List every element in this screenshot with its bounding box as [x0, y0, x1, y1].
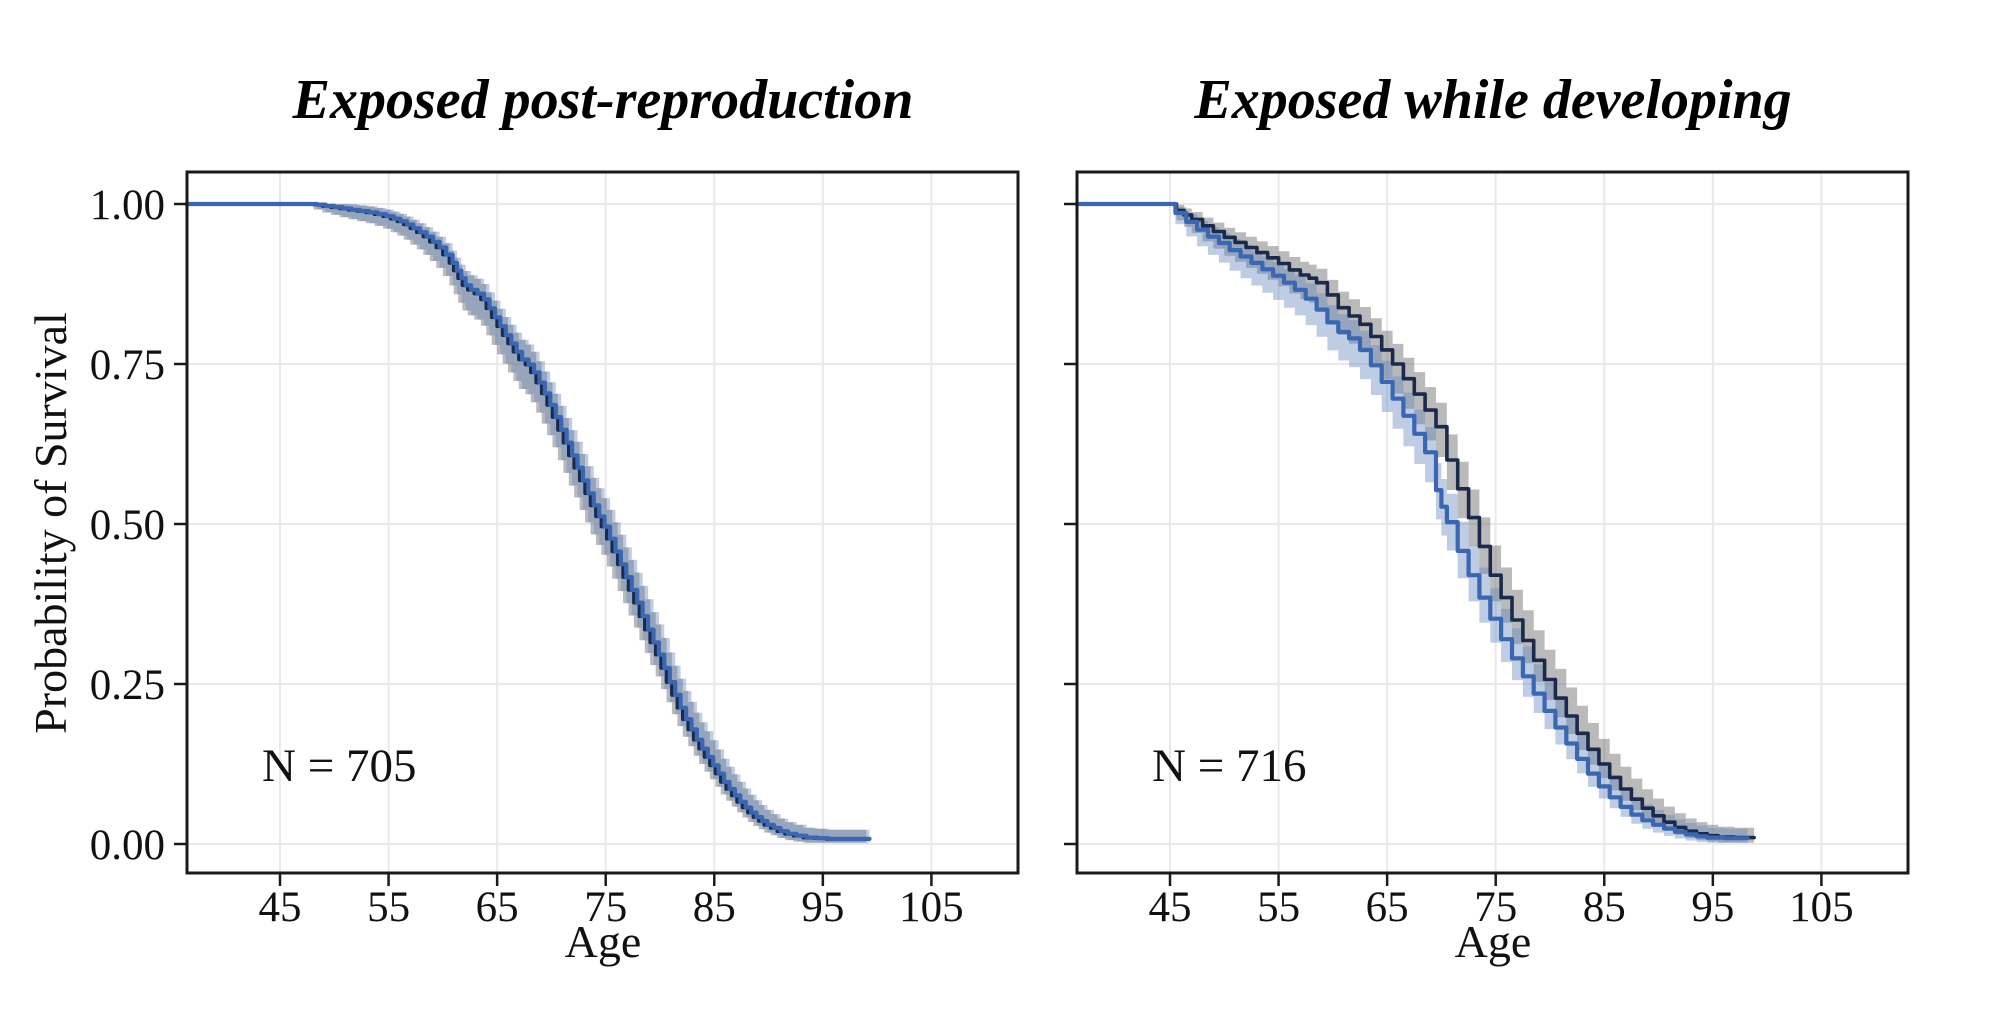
x-tick-label: 45: [259, 884, 302, 931]
blue-curve: [1074, 201, 1750, 841]
panel-border: [1075, 170, 1910, 875]
panel-exposed-post-reproduction: 45 55 65 75 85 95 105 1.00 0.75 0.50 0.25 0.00: [90, 170, 1020, 931]
y-axis-label: Probability of Survival: [25, 312, 76, 734]
sample-size-label-left: N = 705: [262, 740, 416, 792]
y-tick-label: 1.00: [90, 182, 165, 229]
x-tick-label: 55: [1257, 884, 1300, 931]
x-tick-label: 55: [367, 884, 410, 931]
gridlines: [1077, 172, 1908, 873]
x-tick-label: 105: [899, 884, 964, 931]
x-tick-label: 65: [1366, 884, 1409, 931]
panel-title-right: Exposed while developing: [1193, 69, 1791, 131]
x-tick-label: 65: [476, 884, 519, 931]
y-tick-label: 0.25: [90, 662, 165, 709]
x-tick-label: 95: [801, 884, 844, 931]
navy-curve: [1074, 202, 1756, 840]
x-tick-label: 75: [584, 884, 627, 931]
y-tick-label: 0.75: [90, 342, 165, 389]
y-tick-label: 0.00: [90, 822, 165, 869]
x-tick-label: 85: [1583, 884, 1626, 931]
x-tick-label: 85: [693, 884, 736, 931]
sample-size-label-right: N = 716: [1152, 740, 1306, 792]
blue-curve: [184, 201, 872, 841]
x-axis-label-right: Age: [1455, 916, 1532, 967]
y-tick-label: 0.50: [90, 502, 165, 549]
panel-exposed-while-developing: 45 55 65 75 85 95 105: [1064, 170, 1910, 931]
x-tick-label: 95: [1691, 884, 1734, 931]
x-tick-label: 75: [1474, 884, 1517, 931]
panel-title-left: Exposed post-reproduction: [292, 69, 914, 131]
panel-border: [185, 170, 1020, 875]
x-tick-label: 105: [1789, 884, 1854, 931]
x-axis-label-left: Age: [565, 916, 642, 967]
x-tick-label: 45: [1149, 884, 1192, 931]
